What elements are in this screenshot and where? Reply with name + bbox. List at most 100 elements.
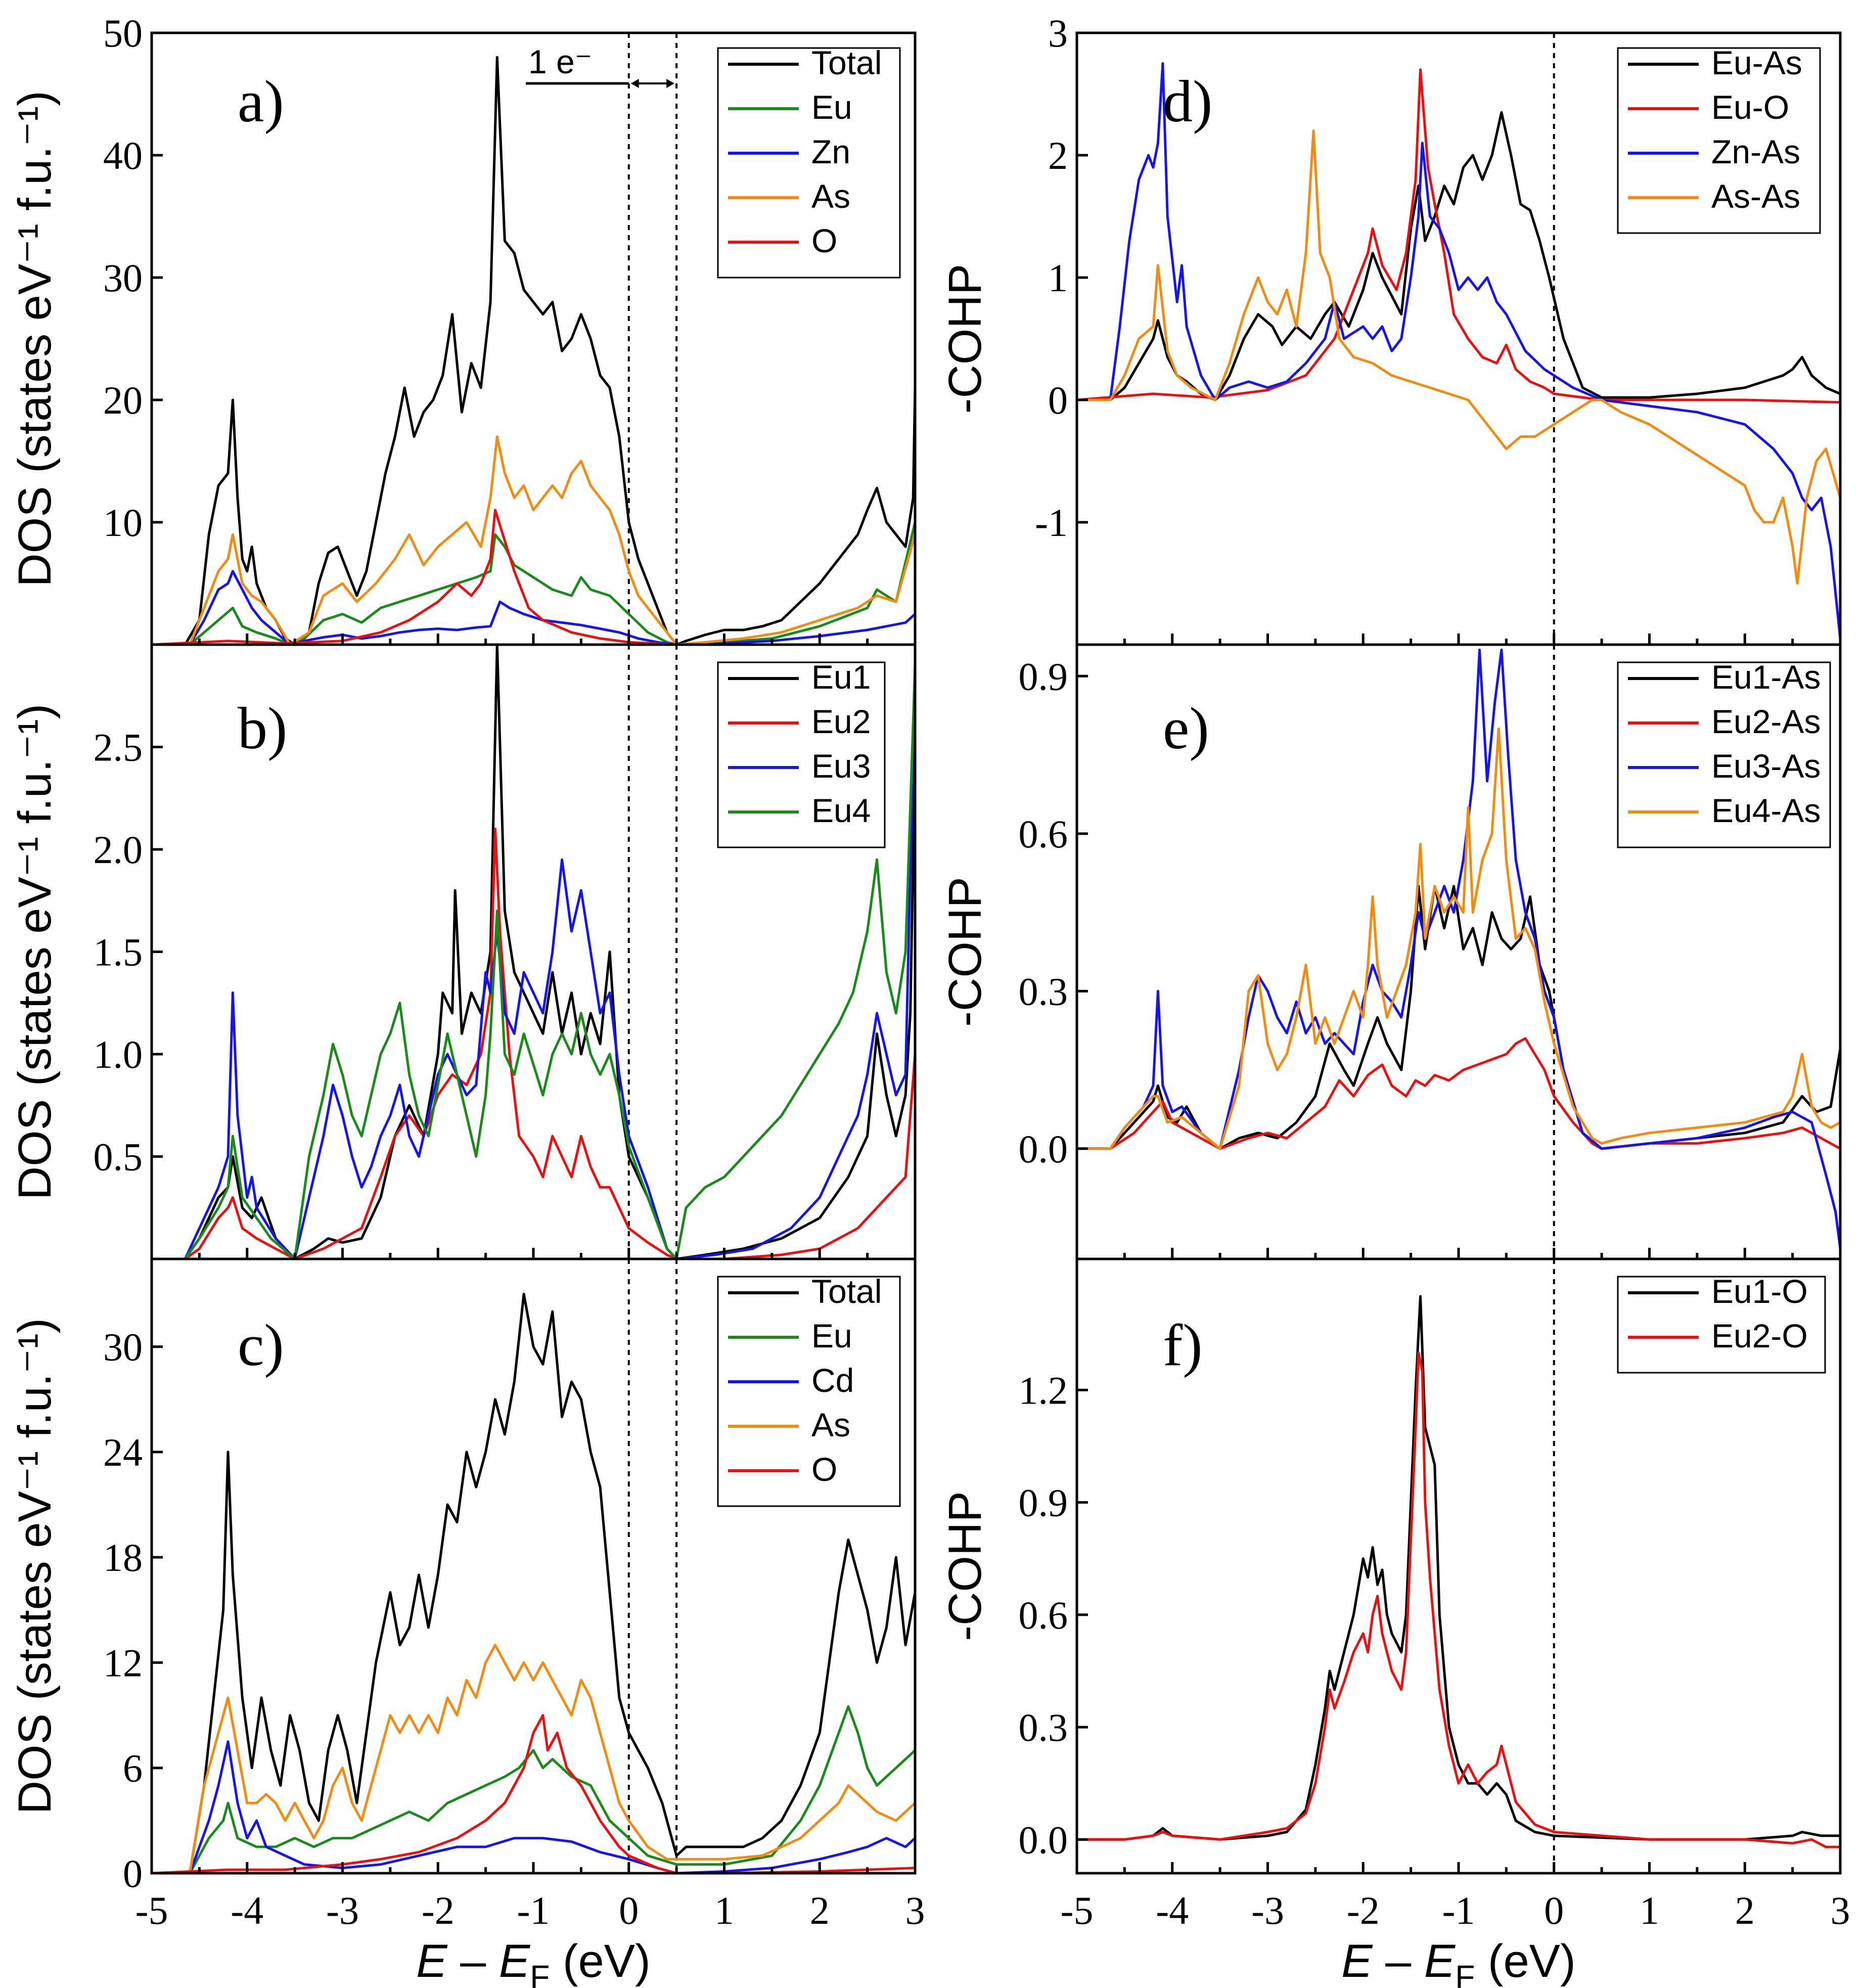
panel-f-xtick-label: 1 [1640,1888,1659,1932]
legend-entry-a: Eu [811,88,852,126]
panel-f-ytick-label: 0.9 [1019,1481,1068,1525]
series-b-eu3 [152,665,915,1259]
panel-b-ytick-label: 1.0 [94,1032,143,1076]
legend-entry-e: Eu2-As [1711,703,1821,740]
panel-label-e: e) [1163,695,1209,761]
panel-c-xtick-label: 1 [714,1888,734,1932]
legend-d: Eu-As Eu-O Zn-As As-As [1617,44,1821,234]
legend-entry-a: Zn [811,133,850,170]
panel-c-ytick-label: 18 [103,1535,143,1579]
panel-c-ytick-label: 6 [123,1746,143,1790]
panel-a-ytick-label: 40 [103,133,143,177]
panel-d-ytick-label: 2 [1048,133,1068,177]
panel-f-xtick-label: -2 [1347,1888,1380,1932]
panel-e-ytick-label: 0.6 [1019,812,1068,856]
panel-d-ytick-label: 1 [1048,256,1068,300]
legend-b: Eu1 Eu2 Eu3 Eu4 [717,658,886,848]
panel-f: -5 -4 -3 -2 -1 0 1 2 3 E – EF (eV) 0.0 0.3 0.6 0.9 1.2… [939,1257,1850,1988]
panel-label-f: f) [1163,1312,1203,1378]
panel-b-ytick-label: 2.5 [94,726,143,770]
annotation-one-electron: 1 e⁻ [526,43,675,88]
series-c-cd [152,1740,915,1873]
panel-f-ytick-label: 1.2 [1019,1368,1068,1412]
legend-entry-b: Eu1 [811,658,871,696]
legend-entry-d: As-As [1711,177,1800,215]
y-axis-label-f: -COHP [939,1491,991,1641]
panel-f-xtick-label: 3 [1831,1888,1850,1932]
legend-entry-f: Eu1-O [1711,1273,1808,1310]
legend-entry-d: Eu-As [1711,44,1802,81]
panel-e-ytick-label: 0.3 [1019,969,1068,1013]
panel-a-ytick-label: 50 [103,11,143,55]
y-axis-label-e: -COHP [939,877,991,1026]
legend-f: Eu1-O Eu2-O [1617,1273,1826,1374]
panel-f-ytick-label: 0.6 [1019,1593,1068,1637]
panel-f-xtick-label: -5 [1061,1888,1094,1932]
y-axis-label-d: -COHP [939,264,991,414]
panel-label-c: c) [238,1312,284,1378]
panel-c-xtick-label: -3 [326,1888,359,1932]
series-c-as [152,1644,915,1873]
legend-entry-c: As [811,1406,850,1443]
series-d-eu-o [1077,68,1840,404]
x-axis-label-c: E – EF (eV) [416,1935,651,1988]
legend-entry-c: Total [811,1273,882,1310]
panel-a-ytick-label: 20 [103,378,143,422]
legend-entry-e: Eu1-As [1711,658,1821,696]
panel-c-xtick-label: -1 [517,1888,550,1932]
legend-entry-c: Cd [811,1362,854,1399]
panel-f-xtick-label: 2 [1735,1888,1755,1932]
panel-b-ytick-label: 2.0 [94,828,143,872]
series-b-eu2 [152,828,915,1259]
series-a-as [152,435,915,645]
panel-f-xtick-label: -1 [1442,1888,1475,1932]
panel-a-ytick-label: 10 [103,501,143,545]
panel-e-ytick-label: 0.0 [1019,1127,1068,1171]
panel-a: 10 20 30 40 50 DOS (states eV⁻¹ f.u.⁻¹) a) Tota… [9,11,917,646]
series-d-zn-as [1077,62,1840,639]
annotation-one-electron-label: 1 e⁻ [528,43,593,80]
panel-a-ytick-label: 30 [103,256,143,300]
legend-entry-a: Total [811,44,882,81]
panel-f-ytick-label: 0.0 [1019,1818,1068,1862]
panel-c-xtick-label: 3 [905,1888,925,1932]
panel-c-xtick-label: -4 [231,1888,263,1932]
series-b-eu4 [152,665,915,1259]
legend-entry-e: Eu3-As [1711,747,1821,785]
panel-b-ytick-label: 1.5 [94,930,143,974]
legend-entry-b: Eu2 [811,703,871,740]
panel-c-ytick-label: 0 [123,1851,143,1895]
panel-b: 0.5 1.0 1.5 2.0 2.5 DOS (states eV⁻¹ f.u.⁻¹) b… [9,643,917,1260]
arrow-left-icon [630,79,639,88]
legend-entry-b: Eu3 [811,747,871,785]
panel-label-a: a) [238,68,284,134]
legend-entry-c: O [811,1451,837,1488]
panel-c-ytick-label: 12 [103,1641,143,1685]
series-f-eu2-o [1077,1351,1840,1848]
x-axis-label-f: E – EF (eV) [1341,1935,1576,1988]
panel-f-xtick-label: 0 [1544,1888,1564,1932]
legend-entry-a: O [811,222,837,259]
series-c-total [152,1292,915,1873]
legend-c: Total Eu Cd As O [717,1273,901,1507]
panel-f-xtick-label: -3 [1251,1888,1284,1932]
series-d-as-as [1077,129,1840,585]
panel-c-ytick-label: 30 [103,1325,143,1369]
panel-b-ytick-label: 0.5 [94,1135,143,1179]
legend-entry-d: Zn-As [1711,133,1800,170]
y-axis-label-b: DOS (states eV⁻¹ f.u.⁻¹) [9,704,61,1200]
panel-label-b: b) [238,695,287,761]
legend-entry-a: As [811,177,850,215]
panel-f-xtick-label: -4 [1156,1888,1189,1932]
legend-entry-c: Eu [811,1317,852,1354]
legend-a: Total Eu Zn As O [717,44,901,279]
panel-d: -1 0 1 2 3 -COHP d) Eu-As Eu-O Zn-As As-As [939,11,1842,646]
panel-c-xtick-label: -5 [135,1888,168,1932]
panel-c-xtick-label: 0 [619,1888,639,1932]
series-c-o [152,1714,915,1873]
legend-e: Eu1-As Eu2-As Eu3-As Eu4-As [1617,658,1831,848]
panel-d-ytick-label: -1 [1035,501,1068,545]
legend-entry-f: Eu2-O [1711,1317,1808,1354]
